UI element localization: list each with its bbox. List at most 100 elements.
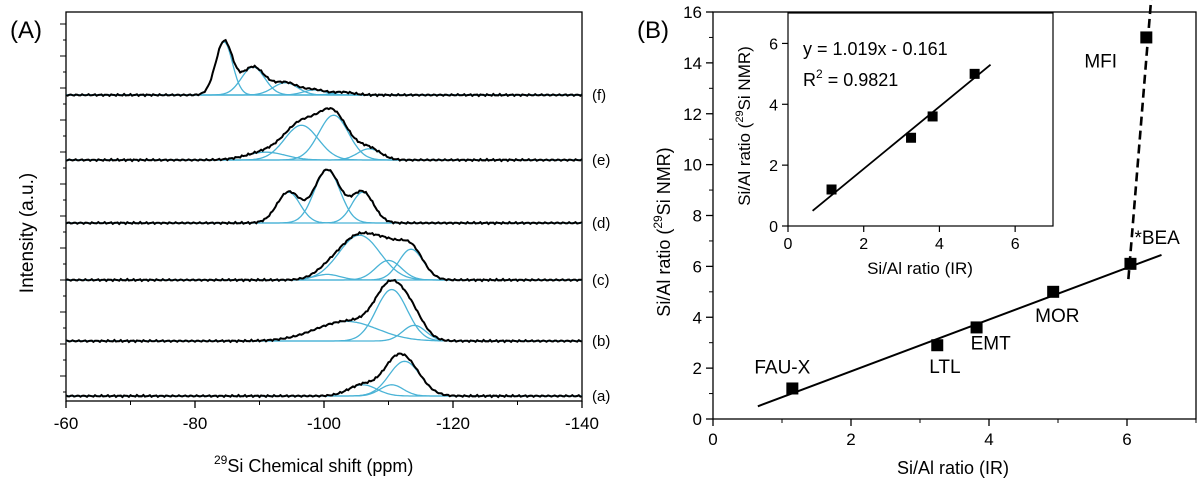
y-tick-label-b: 16 (683, 3, 702, 22)
y-ticks-a (60, 23, 66, 393)
y-tick-label-inset: 6 (769, 36, 778, 53)
deconvolution-component (66, 41, 582, 96)
x-tick-label-b: 4 (984, 430, 993, 449)
y-tick-label-b: 8 (693, 207, 702, 226)
fit-equation: y = 1.019x - 0.161 (803, 39, 948, 59)
deconvolution-component (66, 82, 582, 96)
x-axis-label-inset: Si/Al ratio (IR) (867, 259, 973, 278)
x-tick-label-inset: 0 (784, 236, 793, 253)
data-point (1047, 285, 1060, 298)
x-tick-label-a: -100 (307, 414, 341, 433)
x-axis-label-a: 29Si Chemical shift (ppm) (214, 453, 413, 476)
marks-b: FAU-X LTL EMT MOR *BEA MFI (754, 0, 1180, 408)
inset-data-point (906, 132, 917, 143)
y-axis-label-a: Intensity (a.u.) (17, 173, 38, 293)
spectrum-label: (e) (592, 152, 610, 169)
deconvolution-component (66, 234, 582, 281)
x-tick-label-a: -80 (183, 414, 208, 433)
y-label-inset-superscript: 29 (734, 110, 746, 122)
point-label: MOR (1035, 306, 1079, 327)
panel-a-label: (A) (10, 17, 42, 44)
deconvolution-component (66, 360, 582, 397)
ticks-inset: 0 2 4 6 0 2 4 6 (769, 36, 1020, 253)
data-point (786, 382, 799, 395)
y-tick-label-inset: 0 (769, 219, 778, 236)
y-tick-label-b: 0 (693, 410, 702, 429)
experimental-spectrum (65, 278, 583, 344)
data-point (1124, 257, 1137, 270)
experimental-spectrum (65, 107, 583, 163)
experimental-spectrum (65, 230, 583, 283)
data-point (931, 339, 944, 352)
y-tick-label-b: 14 (683, 54, 702, 73)
x-tick-label-inset: 4 (935, 236, 944, 253)
x-tick-label-b: 2 (846, 430, 855, 449)
deconvolution-component (66, 191, 582, 224)
experimental-spectrum (65, 38, 583, 98)
data-point (970, 321, 983, 334)
marks-inset (812, 64, 992, 212)
spectrum-label: (d) (592, 215, 610, 232)
y-axis-label-b: Si/Al ratio (29Si NMR) (651, 147, 674, 316)
correlation-panel: (B) 0 2 4 6 0 2 4 6 8 10 12 14 16 FAU-X LTL EMT MOR *BEA… (637, 0, 1197, 478)
x-axis-label-b: Si/Al ratio (IR) (897, 458, 1009, 478)
panel-b-label: (B) (637, 17, 669, 44)
x-tick-label-a: -60 (54, 414, 79, 433)
deconvolution-component (66, 288, 582, 342)
y-tick-label-b: 10 (683, 156, 702, 175)
x-tick-label-b: 6 (1122, 430, 1131, 449)
inset-fit-line (812, 64, 992, 212)
point-label: MFI (1084, 51, 1117, 72)
spectrum-label: (a) (592, 388, 610, 405)
y-label-inset-suffix: Si NMR) (735, 46, 754, 110)
deconvolution-component (66, 324, 582, 342)
data-point (1140, 31, 1153, 44)
dashed-trend-line (1127, 0, 1153, 280)
r-squared: R2 = 0.9821 (803, 67, 898, 90)
spectra-group: (f) (e) (d) (c) (b) (a) (65, 38, 610, 405)
x-axis-label-text: Si Chemical shift (ppm) (227, 456, 413, 476)
y-tick-label-b: 6 (693, 257, 702, 276)
y-tick-label-b: 2 (693, 359, 702, 378)
y-tick-label-b: 4 (693, 308, 702, 327)
inset-data-point (826, 184, 837, 195)
inset-data-point (927, 111, 938, 122)
deconvolution-component (66, 191, 582, 224)
y-axis-label-inset: Si/Al ratio (29Si NMR) (734, 46, 754, 206)
r-squared-prefix: R (803, 70, 816, 90)
x-tick-label-b: 0 (708, 430, 717, 449)
y-label-b-suffix: Si NMR) (654, 147, 674, 215)
nmr-spectra-panel: (A) -60 -80 -100 -120 -140 (f) (e) (d) (c) (b) (a… (10, 11, 610, 476)
spectrum-label: (b) (592, 333, 610, 350)
spectrum-label: (c) (592, 272, 610, 289)
point-label: LTL (929, 357, 960, 378)
point-label: *BEA (1134, 228, 1180, 249)
y-label-b-prefix: Si/Al ratio ( (654, 229, 674, 317)
y-tick-label-b: 12 (683, 105, 702, 124)
point-label: FAU-X (754, 357, 810, 378)
y-tick-label-inset: 2 (769, 158, 778, 175)
deconvolution-component (66, 124, 582, 161)
x-axis-label-superscript: 29 (214, 453, 228, 467)
deconvolution-component (66, 148, 582, 161)
x-tick-label-a: -140 (565, 414, 599, 433)
y-label-b-superscript: 29 (651, 215, 665, 229)
y-label-inset-prefix: Si/Al ratio ( (735, 122, 754, 205)
x-tick-label-inset: 6 (1011, 236, 1020, 253)
r-squared-suffix: = 0.9821 (823, 70, 899, 90)
inset-data-point (969, 68, 980, 79)
point-label: EMT (971, 333, 1012, 354)
experimental-spectrum (65, 168, 583, 226)
ticks-b: 0 2 4 6 0 2 4 6 8 10 12 14 16 (683, 3, 1197, 449)
y-tick-label-inset: 4 (769, 97, 778, 114)
deconvolution-component (66, 114, 582, 161)
x-ticks-a: -60 -80 -100 -120 -140 (54, 401, 599, 433)
deconvolution-component (66, 169, 582, 224)
experimental-spectrum (65, 352, 583, 399)
spectrum-label: (f) (592, 87, 606, 104)
linear-fit-line (757, 253, 1162, 408)
deconvolution-component (66, 320, 582, 342)
r-squared-superscript: 2 (816, 67, 823, 81)
